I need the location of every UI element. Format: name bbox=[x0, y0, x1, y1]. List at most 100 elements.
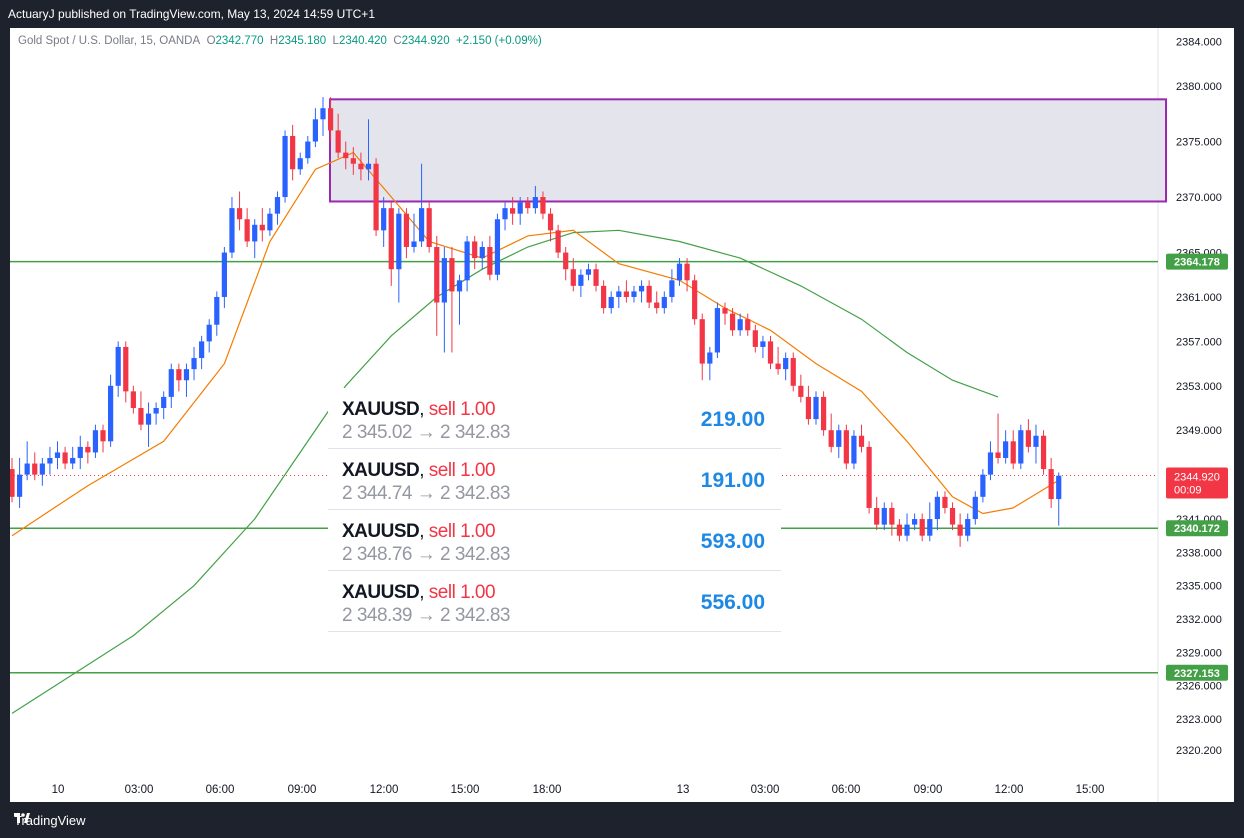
ema-fast-line bbox=[11, 151, 1060, 537]
candle-body bbox=[874, 507, 880, 525]
chart-area[interactable]: 2384.000 2380.000 2375.000 2370.000 2365.000… bbox=[10, 28, 1234, 802]
candle-body bbox=[843, 430, 849, 464]
candle-body bbox=[722, 308, 728, 314]
candle-body bbox=[995, 452, 1001, 458]
countdown-label: 00:09 bbox=[1174, 485, 1202, 497]
candle-body bbox=[1003, 441, 1009, 458]
candle-body bbox=[274, 197, 281, 214]
candle-body bbox=[1040, 435, 1047, 470]
price-chart[interactable]: 2384.000 2380.000 2375.000 2370.000 2365.000… bbox=[10, 28, 1234, 802]
candle-body bbox=[912, 519, 918, 525]
candle-body bbox=[456, 280, 463, 292]
candle-body bbox=[449, 258, 455, 292]
candle-body bbox=[972, 496, 978, 520]
trade-side: sell 1.00 bbox=[428, 399, 496, 420]
x-tick-label: 03:00 bbox=[125, 784, 154, 796]
tradingview-logo[interactable]: TradingView bbox=[14, 813, 86, 828]
candle-body bbox=[1010, 441, 1016, 464]
candle-body bbox=[168, 369, 174, 397]
candle-body bbox=[760, 341, 766, 347]
candle-body bbox=[638, 285, 645, 292]
candle-body bbox=[290, 135, 296, 170]
candle-body bbox=[145, 413, 152, 425]
y-tick-label: 2349.000 bbox=[1176, 425, 1222, 437]
close-label: C bbox=[393, 35, 402, 47]
candle-body bbox=[555, 230, 561, 253]
candle-body bbox=[418, 208, 425, 242]
trade-profit: 556.00 bbox=[700, 591, 765, 614]
open-value: 2342.770 bbox=[215, 35, 264, 47]
candle-body bbox=[358, 163, 364, 170]
y-tick-label: 2380.000 bbox=[1176, 81, 1222, 93]
last-price-badge bbox=[1166, 467, 1228, 499]
candle-body bbox=[373, 163, 379, 231]
candle-body bbox=[183, 369, 190, 381]
last-price-label: 2344.920 bbox=[1174, 472, 1220, 484]
candle-body bbox=[851, 435, 857, 464]
y-tick-label: 2326.000 bbox=[1176, 681, 1222, 693]
candle-body bbox=[472, 241, 478, 259]
x-tick-label: 09:00 bbox=[914, 784, 943, 796]
trade-profit: 219.00 bbox=[700, 408, 765, 431]
level-price-label: 2340.172 bbox=[1174, 523, 1220, 535]
trade-profit: 593.00 bbox=[700, 530, 765, 553]
candle-body bbox=[350, 158, 356, 164]
x-tick-label: 15:00 bbox=[1076, 784, 1105, 796]
candle-body bbox=[836, 430, 842, 447]
x-tick-label: 06:00 bbox=[206, 784, 235, 796]
publish-info: ActuaryJ published on TradingView.com, M… bbox=[8, 7, 375, 21]
candle-body bbox=[199, 341, 205, 359]
candle-body bbox=[502, 208, 508, 220]
candle-body bbox=[47, 457, 53, 464]
candle-body bbox=[919, 519, 925, 536]
y-tick-label: 2335.000 bbox=[1176, 581, 1222, 593]
x-tick-label: 03:00 bbox=[751, 784, 780, 796]
candle-body bbox=[267, 213, 273, 231]
candle-body bbox=[494, 219, 501, 275]
candle-body bbox=[828, 430, 834, 447]
y-tick-label: 2320.200 bbox=[1176, 745, 1222, 757]
open-label: O bbox=[206, 35, 216, 47]
candle-body bbox=[927, 519, 933, 536]
candle-body bbox=[1048, 469, 1054, 500]
candle-body bbox=[654, 302, 660, 309]
trade-symbol: XAUUSD bbox=[342, 399, 420, 420]
candle-body bbox=[707, 352, 713, 364]
close-value: 2344.920 bbox=[401, 35, 450, 47]
x-tick-label: 15:00 bbox=[451, 784, 480, 796]
candle-body bbox=[32, 463, 38, 475]
candle-body bbox=[214, 296, 220, 325]
candle-body bbox=[987, 452, 994, 475]
candle-body bbox=[692, 280, 698, 320]
candle-body bbox=[487, 247, 493, 275]
candle-body bbox=[510, 208, 516, 214]
y-tick-label: 2357.000 bbox=[1176, 336, 1222, 348]
trade-symbol: XAUUSD bbox=[342, 521, 420, 542]
candle-body bbox=[138, 408, 144, 425]
y-tick-label: 2370.000 bbox=[1176, 192, 1222, 204]
y-tick-label: 2353.000 bbox=[1176, 381, 1222, 393]
trade-row: XAUUSD, sell 1.00 2 345.02 → 2 342.83 21… bbox=[328, 388, 781, 449]
y-tick-label: 2365.000 bbox=[1176, 248, 1222, 260]
brand-name: TradingView bbox=[14, 813, 86, 828]
candle-body bbox=[411, 241, 417, 248]
x-tick-label: 18:00 bbox=[533, 784, 562, 796]
candle-body bbox=[305, 141, 311, 159]
candle-body bbox=[540, 197, 546, 214]
candle-body bbox=[153, 408, 159, 414]
trade-prices: 2 348.39 → 2 342.83 bbox=[342, 605, 510, 626]
candle-body bbox=[441, 258, 447, 303]
y-tick-label: 2323.000 bbox=[1176, 714, 1222, 726]
candle-body bbox=[669, 280, 675, 297]
candle-body bbox=[699, 319, 705, 364]
candle-body bbox=[108, 385, 114, 442]
candle-body bbox=[661, 296, 667, 309]
symbol-label: Gold Spot / U.S. Dollar, 15, OANDA bbox=[18, 35, 201, 47]
trade-prices: 2 348.76 → 2 342.83 bbox=[342, 544, 510, 565]
candle-body bbox=[775, 363, 781, 370]
candle-body bbox=[532, 197, 538, 209]
candle-body bbox=[396, 213, 402, 270]
x-tick-label: 10 bbox=[52, 784, 65, 796]
candle-body bbox=[161, 396, 167, 409]
candle-body bbox=[388, 208, 394, 270]
